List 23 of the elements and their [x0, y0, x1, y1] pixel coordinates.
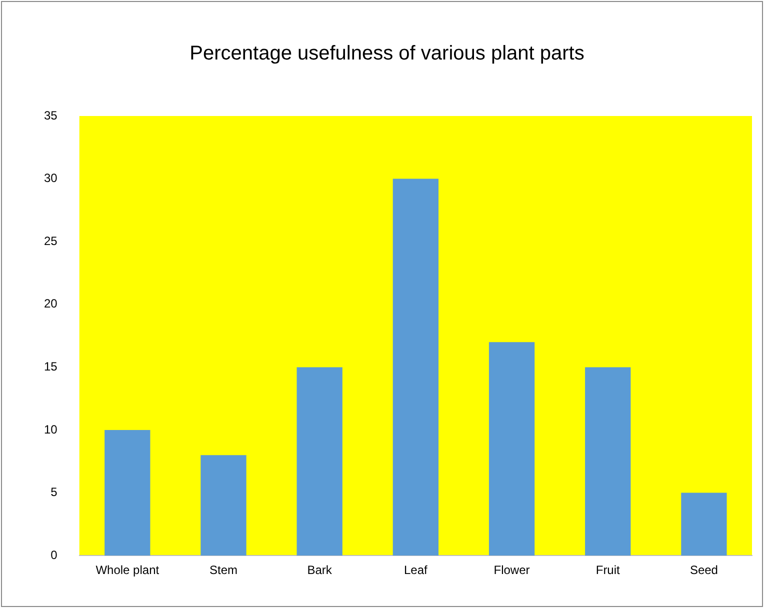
bar: [296, 367, 342, 556]
chart-title: Percentage usefulness of various plant parts: [190, 42, 584, 65]
bar: [585, 367, 631, 556]
y-tick-label: 15: [44, 360, 58, 374]
bar: [104, 430, 150, 556]
x-tick-label: Stem: [209, 563, 238, 578]
y-tick-label: 0: [50, 548, 58, 562]
y-tick-label: 25: [44, 234, 58, 248]
bar: [200, 455, 246, 556]
x-tick-label: Flower: [494, 563, 530, 578]
x-tick-label: Seed: [690, 563, 718, 578]
x-tick-label: Fruit: [596, 563, 621, 578]
y-tick-label: 20: [44, 296, 58, 311]
bar: [681, 492, 727, 556]
y-tick-label: 35: [44, 108, 58, 122]
bar: [392, 178, 438, 556]
x-tick-label: Bark: [307, 563, 333, 578]
y-tick-label: 10: [44, 422, 58, 436]
x-tick-label: Whole plant: [96, 563, 160, 578]
y-tick-label: 30: [44, 171, 58, 186]
y-tick-label: 5: [50, 485, 58, 500]
bar: [488, 342, 535, 556]
x-tick-label: Leaf: [404, 563, 428, 578]
